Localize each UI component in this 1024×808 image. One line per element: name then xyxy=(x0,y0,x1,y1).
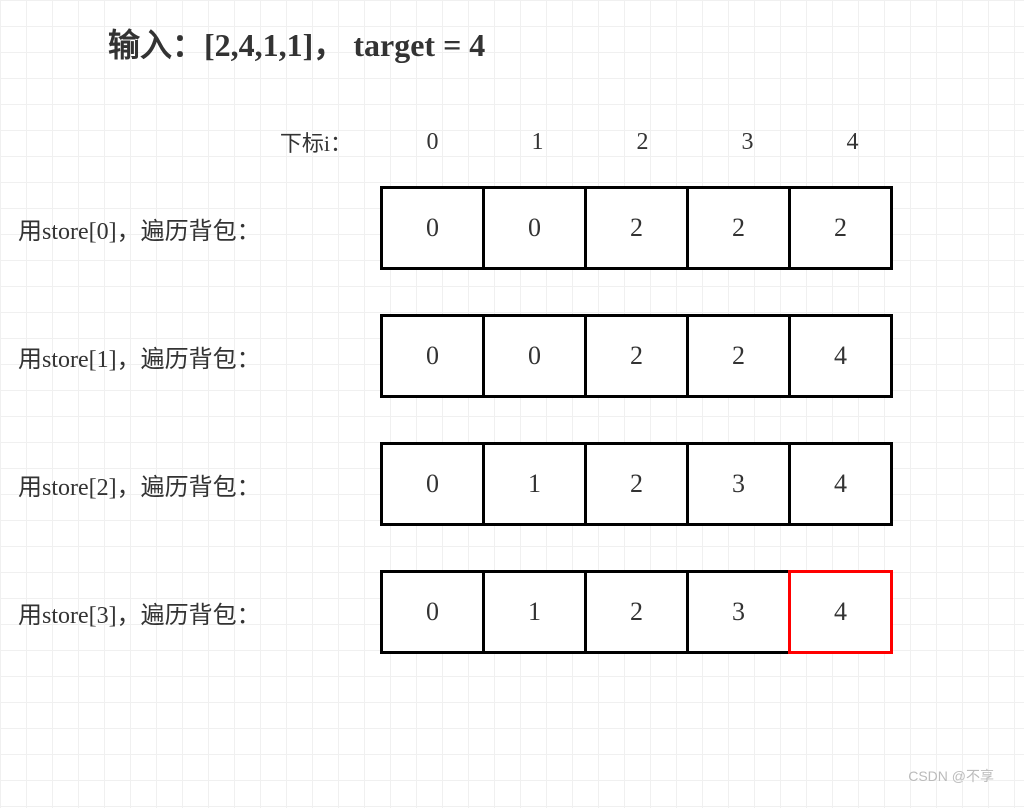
index-cell-2: 2 xyxy=(590,129,695,156)
cell: 2 xyxy=(584,570,689,654)
cell: 0 xyxy=(380,314,485,398)
table-row: 用store[0]，遍历背包：00222 xyxy=(0,186,1024,270)
table-row: 用store[3]，遍历背包：01234 xyxy=(0,570,1024,654)
index-cell-1: 1 xyxy=(485,129,590,156)
cell: 0 xyxy=(380,570,485,654)
row-cells-2: 01234 xyxy=(380,442,893,526)
cell: 4 xyxy=(788,442,893,526)
row-label-0: 用store[0]，遍历背包： xyxy=(0,211,380,246)
cell: 0 xyxy=(380,442,485,526)
cell: 3 xyxy=(686,442,791,526)
cell: 1 xyxy=(482,442,587,526)
cell: 4 xyxy=(788,314,893,398)
index-cell-0: 0 xyxy=(380,129,485,156)
cell-highlight: 4 xyxy=(788,570,893,654)
index-cell-3: 3 xyxy=(695,129,800,156)
cell: 2 xyxy=(584,186,689,270)
cell: 2 xyxy=(584,314,689,398)
row-cells-3: 01234 xyxy=(380,570,893,654)
row-cells-1: 00224 xyxy=(380,314,893,398)
table-row: 用store[2]，遍历背包：01234 xyxy=(0,442,1024,526)
title-array: [2,4,1,1]， xyxy=(204,27,345,63)
page-title: 输入：[2,4,1,1]， target = 4 xyxy=(108,20,1024,66)
row-cells-0: 00222 xyxy=(380,186,893,270)
row-label-3: 用store[3]，遍历背包： xyxy=(0,595,380,630)
cell: 0 xyxy=(482,186,587,270)
cell: 2 xyxy=(686,186,791,270)
cell: 0 xyxy=(482,314,587,398)
index-cell-4: 4 xyxy=(800,129,905,156)
cell: 1 xyxy=(482,570,587,654)
cell: 0 xyxy=(380,186,485,270)
cell: 3 xyxy=(686,570,791,654)
row-label-2: 用store[2]，遍历背包： xyxy=(0,467,380,502)
cell: 2 xyxy=(584,442,689,526)
row-label-1: 用store[1]，遍历背包： xyxy=(0,339,380,374)
cell: 2 xyxy=(686,314,791,398)
cell: 2 xyxy=(788,186,893,270)
watermark: CSDN @不享 xyxy=(908,766,994,786)
index-cells: 01234 xyxy=(380,129,905,156)
index-header-row: 下标i： 01234 xyxy=(0,126,1024,158)
title-target: target = 4 xyxy=(353,27,485,63)
table-row: 用store[1]，遍历背包：00224 xyxy=(0,314,1024,398)
index-label: 下标i： xyxy=(0,126,380,158)
title-prefix: 输入： xyxy=(108,27,204,63)
